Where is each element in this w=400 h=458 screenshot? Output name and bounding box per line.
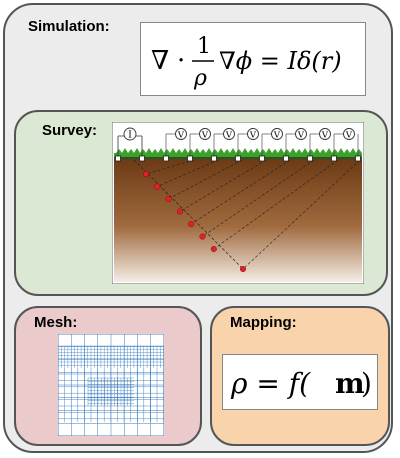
simulation-title: Simulation: (28, 18, 110, 35)
electrode (235, 155, 241, 162)
electrode (163, 155, 169, 162)
measurement-point (199, 233, 206, 240)
measurement-point (154, 183, 161, 190)
simulation-equation: ∇ · 1 ρ ∇ϕ = Iδ(r) (151, 34, 342, 91)
electrode (211, 155, 217, 162)
mapping-argument: m (335, 367, 365, 400)
electrode (331, 155, 337, 162)
mapping-equation-box: ρ = f( m ) (222, 354, 378, 410)
receiver-meter-label: V (249, 131, 257, 141)
receiver-meter (199, 128, 211, 140)
depth-line (133, 159, 244, 270)
measurement-point (210, 245, 217, 252)
simulation-equation-box: ∇ · 1 ρ ∇ϕ = Iδ(r) (140, 22, 366, 96)
depth-line (202, 159, 315, 237)
electrode (187, 155, 193, 162)
depth-line (145, 159, 195, 175)
source-meter-label: I (128, 131, 132, 141)
receiver-meter (343, 128, 355, 140)
nabla-symbol: ∇ (151, 46, 169, 76)
receiver-meter-label: V (201, 131, 209, 141)
grass-blades (116, 148, 362, 153)
pseudosection (133, 159, 361, 272)
depth-line (157, 159, 219, 187)
receiver-meter-label: V (273, 131, 281, 141)
mapping-close: ) (361, 367, 372, 400)
equation-rhs: ∇ϕ = Iδ(r) (219, 47, 342, 75)
receiver-meter-label: V (345, 131, 353, 141)
survey-wires (117, 133, 359, 156)
receiver-meter (271, 128, 283, 140)
receiver-meter (223, 128, 235, 140)
electrode (307, 155, 313, 162)
measurement-point (176, 208, 183, 215)
mesh-grid (58, 334, 164, 436)
depth-line (168, 159, 243, 200)
ground-subsurface (114, 158, 362, 282)
receiver-meter (247, 128, 259, 140)
depth-line (179, 159, 267, 212)
receiver-meter (319, 128, 331, 140)
receiver-meter (175, 128, 187, 140)
source-meter (123, 127, 137, 141)
depth-line (213, 159, 339, 250)
electrode (283, 155, 289, 162)
mesh-lines (58, 334, 164, 436)
measurement-point (239, 265, 246, 272)
receiver-meter-label: V (321, 131, 329, 141)
measurement-point (165, 195, 172, 202)
measurement-point (143, 171, 150, 178)
receiver-meter-label: V (177, 131, 185, 141)
survey-title: Survey: (42, 122, 98, 139)
receiver-meter-label: V (225, 131, 233, 141)
electrode (355, 155, 361, 162)
electrode (259, 155, 265, 162)
fraction-denominator: ρ (193, 66, 207, 91)
depth-line (242, 159, 361, 270)
mapping-title: Mapping: (230, 314, 297, 331)
receiver-meter (295, 128, 307, 140)
measurement-point (188, 220, 195, 227)
fraction-numerator: 1 (197, 34, 211, 59)
electrode (115, 155, 121, 162)
mapping-equation: ρ = f( m ) (230, 367, 372, 400)
mapping-lhs: ρ = f( (230, 367, 311, 400)
mesh-title: Mesh: (34, 314, 78, 331)
dot-operator: · (177, 46, 185, 76)
receiver-meter-label: V (297, 131, 305, 141)
electrode (139, 155, 145, 162)
